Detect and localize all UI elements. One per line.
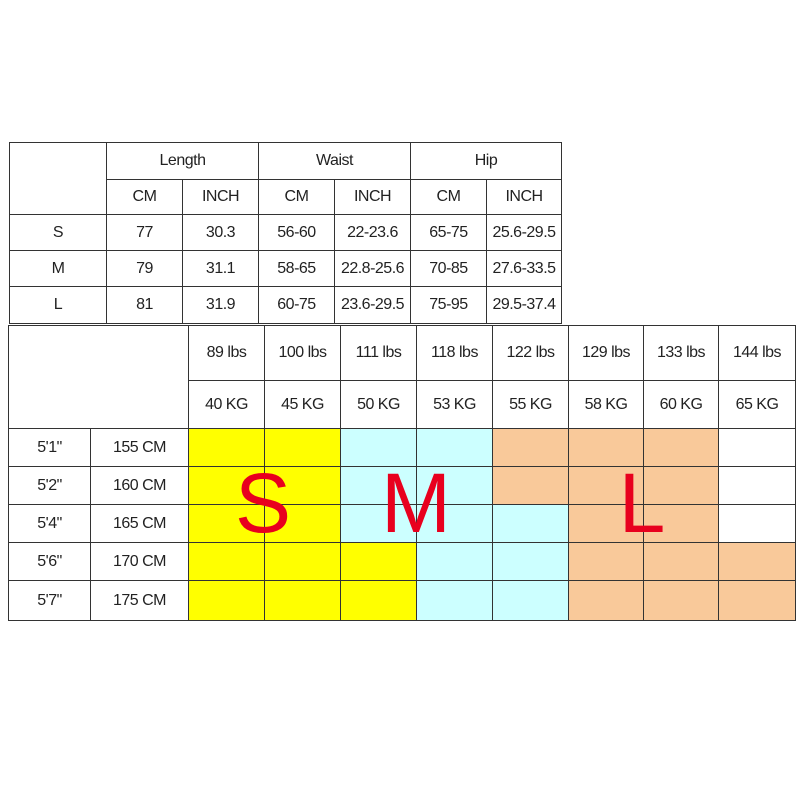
- weight-lbs-header: 133 lbs: [643, 325, 719, 381]
- value-cell: 22.8-25.6: [334, 250, 411, 287]
- value-cell: 60-75: [258, 286, 335, 324]
- weight-lbs-header: 89 lbs: [188, 325, 265, 381]
- value-cell: 77: [106, 214, 183, 251]
- unit-header: INCH: [486, 179, 562, 215]
- size-zone-cell: [492, 542, 569, 581]
- value-cell: 70-85: [410, 250, 487, 287]
- value-cell: 27.6-33.5: [486, 250, 562, 287]
- size-zone-cell: [340, 542, 417, 581]
- size-zone-cell: [568, 580, 644, 621]
- size-zone-cell: [492, 580, 569, 621]
- height-cm-cell: 170 CM: [90, 542, 189, 581]
- weight-lbs-header: 129 lbs: [568, 325, 644, 381]
- size-cell: L: [9, 286, 107, 324]
- size-zone-cell: [492, 466, 569, 505]
- group-header: Length: [106, 142, 259, 180]
- size-zone-cell: [340, 580, 417, 621]
- unit-header: CM: [410, 179, 487, 215]
- size-zone-cell: [492, 504, 569, 543]
- size-zone-cell: [643, 542, 719, 581]
- size-label-l: L: [618, 456, 666, 550]
- height-ft-cell: 5'2": [8, 466, 91, 505]
- value-cell: 30.3: [182, 214, 259, 251]
- corner-cell: [9, 142, 107, 215]
- size-label-m: M: [381, 456, 451, 550]
- size-zone-cell: [718, 542, 796, 581]
- value-cell: 58-65: [258, 250, 335, 287]
- height-ft-cell: 5'1": [8, 428, 91, 467]
- height-cm-cell: 165 CM: [90, 504, 189, 543]
- weight-lbs-header: 144 lbs: [718, 325, 796, 381]
- size-zone-cell: [718, 504, 796, 543]
- value-cell: 31.9: [182, 286, 259, 324]
- weight-kg-header: 58 KG: [568, 380, 644, 429]
- weight-kg-header: 53 KG: [416, 380, 493, 429]
- size-cell: M: [9, 250, 107, 287]
- value-cell: 81: [106, 286, 183, 324]
- size-zone-cell: [718, 428, 796, 467]
- unit-header: INCH: [334, 179, 411, 215]
- size-zone-cell: [718, 580, 796, 621]
- weight-kg-header: 60 KG: [643, 380, 719, 429]
- unit-header: INCH: [182, 179, 259, 215]
- height-cm-cell: 155 CM: [90, 428, 189, 467]
- weight-kg-header: 65 KG: [718, 380, 796, 429]
- height-cm-cell: 175 CM: [90, 580, 189, 621]
- group-header: Hip: [410, 142, 562, 180]
- size-zone-cell: [264, 466, 341, 505]
- weight-lbs-header: 111 lbs: [340, 325, 417, 381]
- size-zone-cell: [416, 466, 493, 505]
- size-zone-cell: [188, 466, 265, 505]
- value-cell: 56-60: [258, 214, 335, 251]
- weight-kg-header: 50 KG: [340, 380, 417, 429]
- weight-kg-header: 45 KG: [264, 380, 341, 429]
- size-zone-cell: [188, 542, 265, 581]
- height-ft-cell: 5'4": [8, 504, 91, 543]
- size-zone-cell: [568, 504, 644, 543]
- size-zone-cell: [340, 428, 417, 467]
- weight-lbs-header: 100 lbs: [264, 325, 341, 381]
- height-cm-cell: 160 CM: [90, 466, 189, 505]
- size-zone-cell: [718, 466, 796, 505]
- value-cell: 23.6-29.5: [334, 286, 411, 324]
- weight-kg-header: 40 KG: [188, 380, 265, 429]
- value-cell: 25.6-29.5: [486, 214, 562, 251]
- size-zone-cell: [188, 580, 265, 621]
- corner-cell: [8, 325, 189, 429]
- size-zone-cell: [643, 466, 719, 505]
- value-cell: 22-23.6: [334, 214, 411, 251]
- height-ft-cell: 5'7": [8, 580, 91, 621]
- value-cell: 31.1: [182, 250, 259, 287]
- weight-lbs-header: 122 lbs: [492, 325, 569, 381]
- weight-kg-header: 55 KG: [492, 380, 569, 429]
- value-cell: 75-95: [410, 286, 487, 324]
- size-zone-cell: [416, 580, 493, 621]
- size-label-s: S: [234, 456, 292, 550]
- value-cell: 29.5-37.4: [486, 286, 562, 324]
- size-zone-cell: [492, 428, 569, 467]
- weight-lbs-header: 118 lbs: [416, 325, 493, 381]
- unit-header: CM: [106, 179, 183, 215]
- value-cell: 79: [106, 250, 183, 287]
- size-zone-cell: [264, 580, 341, 621]
- group-header: Waist: [258, 142, 411, 180]
- size-zone-cell: [643, 580, 719, 621]
- size-zone-cell: [340, 504, 417, 543]
- size-cell: S: [9, 214, 107, 251]
- height-ft-cell: 5'6": [8, 542, 91, 581]
- size-zone-cell: [568, 542, 644, 581]
- value-cell: 65-75: [410, 214, 487, 251]
- unit-header: CM: [258, 179, 335, 215]
